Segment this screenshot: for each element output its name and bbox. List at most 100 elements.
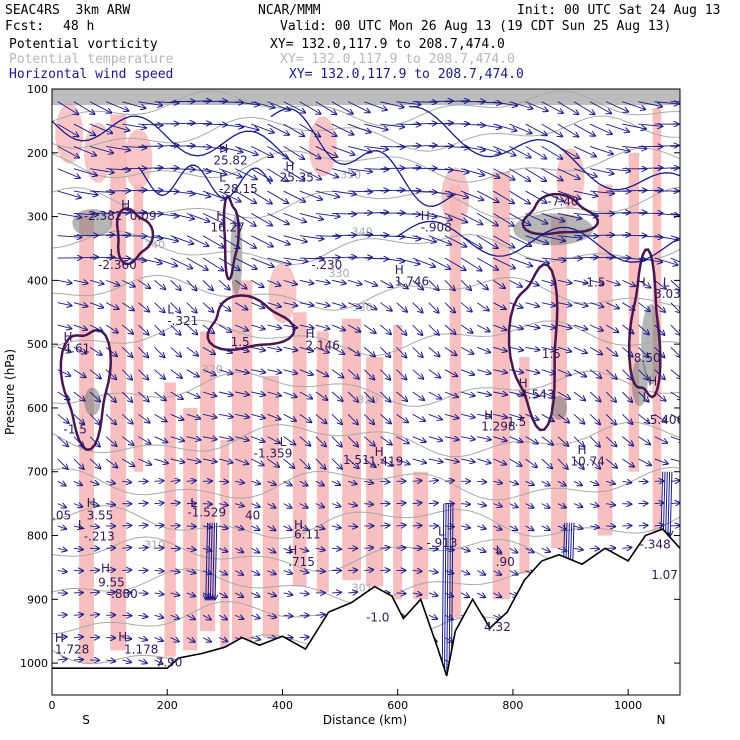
wind-vector (590, 526, 599, 528)
extremum-label: -2.382 (84, 209, 123, 223)
wind-vector (396, 436, 409, 444)
wind-vector (364, 481, 373, 483)
wind-vector (493, 168, 514, 180)
wind-vector (186, 169, 211, 172)
wind-vector (509, 571, 517, 575)
wind-vector (138, 638, 147, 640)
wind-vector (493, 213, 513, 226)
extremum-label: 25.35 (280, 170, 314, 184)
wind-vector (283, 303, 298, 306)
pv-high-shade (631, 358, 648, 407)
pv-high-shade (551, 395, 568, 420)
wind-vector (186, 638, 195, 642)
wind-vector (525, 413, 539, 419)
wind-vector (267, 436, 279, 444)
wind-vector (670, 471, 672, 536)
wind-vector (541, 101, 563, 113)
wind-vector (396, 347, 407, 357)
wind-vector (299, 168, 321, 180)
extremum-label: 9.55 (98, 576, 125, 590)
wind-vector (73, 257, 98, 258)
wind-vector (57, 571, 67, 572)
wind-vector (57, 146, 79, 157)
extremum-label: L (663, 276, 670, 290)
wind-vector (380, 458, 392, 466)
wind-vector (267, 526, 275, 530)
wind-vector (428, 101, 453, 102)
wind-vector (202, 101, 227, 102)
wind-vector (380, 190, 404, 191)
wind-vector (235, 481, 244, 483)
wind-vector (73, 190, 98, 195)
wind-vector (122, 660, 131, 662)
wind-vector (347, 302, 361, 308)
wind-vector (347, 369, 359, 379)
wind-speed-contour (137, 164, 272, 200)
wind-vector (364, 302, 376, 310)
y-tick-label: 800 (27, 530, 48, 543)
wind-vector (460, 437, 475, 440)
wind-vector (299, 413, 312, 422)
wind-vector (444, 391, 458, 397)
wind-vector (299, 235, 324, 239)
extremum-label: -1.359 (254, 447, 293, 461)
wind-vector (476, 190, 498, 202)
wind-vector (219, 481, 228, 482)
wind-vector (154, 638, 163, 641)
wind-vector (573, 123, 595, 136)
wind-vector (638, 324, 649, 334)
wind-vector (541, 303, 556, 306)
wind-vector (218, 324, 231, 332)
wind-vector (299, 123, 320, 137)
wind-vector (605, 458, 617, 468)
wind-vector (525, 279, 539, 285)
wind-vector (154, 102, 179, 103)
theta-label: 330 (329, 267, 350, 280)
wind-vector (170, 324, 181, 335)
extremum-label: H (648, 375, 657, 389)
wind-vector (170, 280, 181, 290)
wind-vector (299, 212, 323, 219)
wind-vector (218, 257, 240, 270)
wind-vector (364, 235, 388, 236)
wind-vector (541, 123, 563, 136)
wind-vector (106, 660, 115, 661)
wind-vector (589, 391, 600, 401)
wind-vector (541, 548, 550, 552)
plot-frame (51, 88, 681, 696)
wind-vector (105, 436, 116, 446)
wind-vector (154, 481, 164, 482)
theta-label: 330 (352, 301, 373, 314)
wind-vector (654, 257, 678, 265)
x-tick-label: 1000 (614, 699, 642, 712)
wind-vector (138, 168, 162, 169)
wind-vector (267, 302, 280, 307)
wind-vector (218, 526, 228, 529)
wind-vector (122, 525, 131, 526)
wind-vector (364, 279, 377, 285)
y-tick-label: 200 (27, 147, 48, 160)
wind-vector (122, 213, 146, 214)
wind-vector (428, 257, 450, 269)
wind-vector (622, 123, 646, 129)
wind-vector (654, 168, 679, 169)
wind-vector (73, 391, 85, 401)
extremum-label: 4.32 (484, 620, 511, 634)
wind-vector (622, 279, 635, 286)
wind-vector (331, 526, 341, 528)
wind-vector (541, 168, 563, 181)
wind-vector (106, 145, 130, 150)
wind-vector (122, 458, 134, 466)
extremum-label: H (101, 562, 110, 576)
wind-vector (670, 436, 680, 442)
wind-vector (509, 325, 522, 329)
wind-vector (412, 212, 437, 217)
wind-vector (186, 413, 200, 418)
wind-vector (299, 391, 312, 399)
extremum-label: -.348 (640, 537, 671, 551)
wind-vector (460, 280, 471, 290)
wind-vector (557, 123, 578, 137)
fcst-value: 48 h (63, 19, 95, 34)
wind-vector (267, 370, 281, 373)
wind-vector (299, 526, 308, 530)
